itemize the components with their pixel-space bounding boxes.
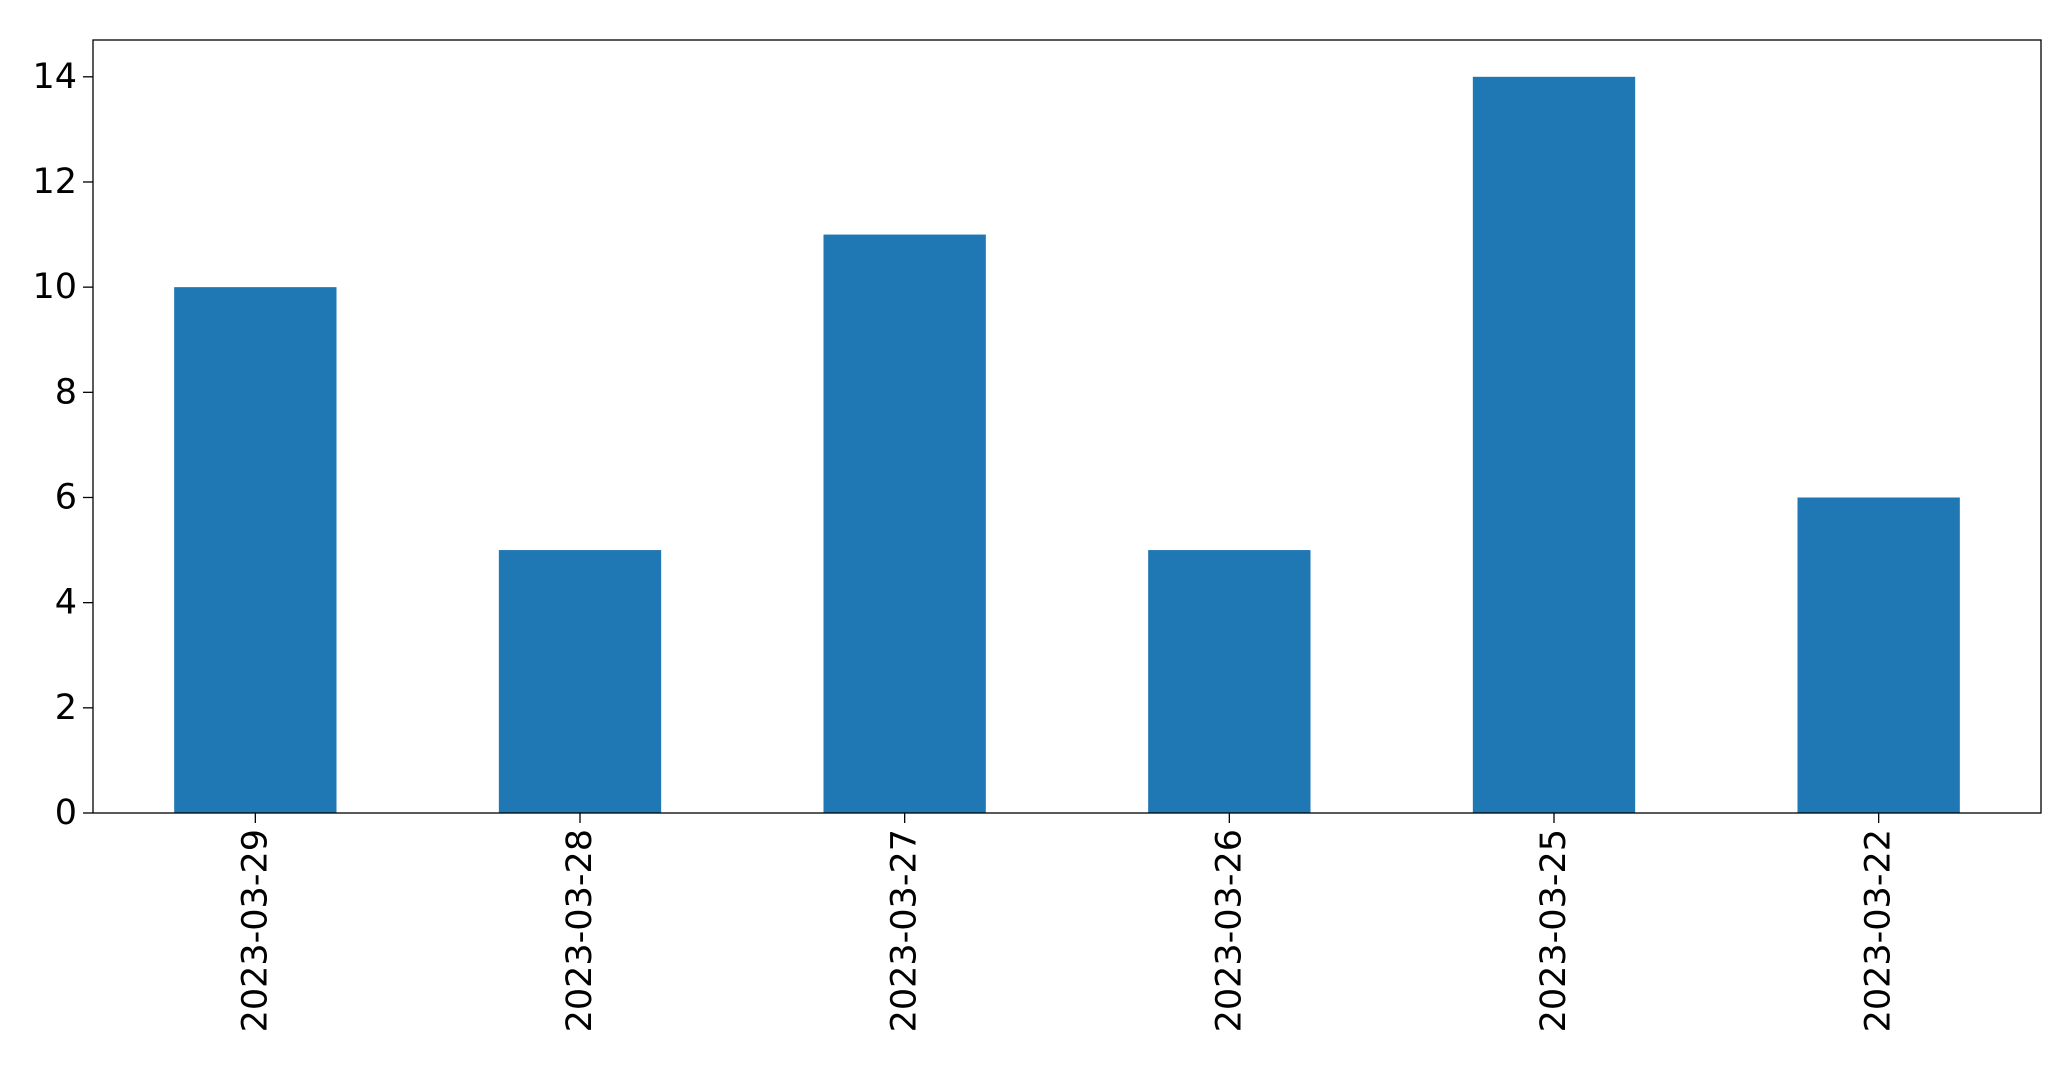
y-tick-label: 14 xyxy=(32,57,77,97)
bar-2023-03-25 xyxy=(1472,76,1636,814)
x-tick-label: 2023-03-22 xyxy=(1859,829,1899,1032)
bar-2023-03-27 xyxy=(823,234,986,813)
y-tick-label: 4 xyxy=(55,583,77,623)
y-tick-label: 0 xyxy=(55,793,77,833)
y-tick-label: 2 xyxy=(55,688,77,728)
y-tick-label: 6 xyxy=(55,477,77,517)
x-tick-label: 2023-03-29 xyxy=(235,829,275,1032)
plot-frame xyxy=(92,39,2042,814)
bar-2023-03-28 xyxy=(498,550,662,813)
bars-layer xyxy=(174,76,1960,814)
x-axis: 2023-03-29 2023-03-28 2023-03-27 2023-03-26… xyxy=(235,813,1899,1032)
x-tick-label: 2023-03-26 xyxy=(1209,829,1249,1032)
y-axis: 0 2 4 6 8 10 12 14 xyxy=(32,57,93,833)
x-tick-label: 2023-03-25 xyxy=(1534,829,1574,1032)
bar-2023-03-22 xyxy=(1797,497,1960,813)
y-tick-label: 12 xyxy=(32,162,77,202)
y-tick-label: 8 xyxy=(55,372,77,412)
bar-2023-03-26 xyxy=(1148,550,1311,813)
y-tick-label: 10 xyxy=(32,267,77,307)
x-tick-label: 2023-03-28 xyxy=(560,829,600,1032)
x-tick-label: 2023-03-27 xyxy=(885,829,925,1032)
bar-2023-03-29 xyxy=(174,287,337,813)
